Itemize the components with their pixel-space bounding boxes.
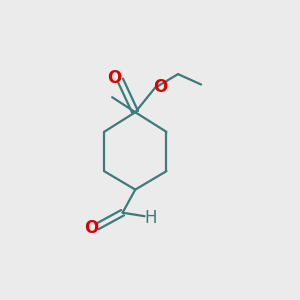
Text: H: H <box>144 209 157 227</box>
Text: O: O <box>84 219 98 237</box>
Text: O: O <box>154 78 168 96</box>
Text: O: O <box>107 69 122 87</box>
